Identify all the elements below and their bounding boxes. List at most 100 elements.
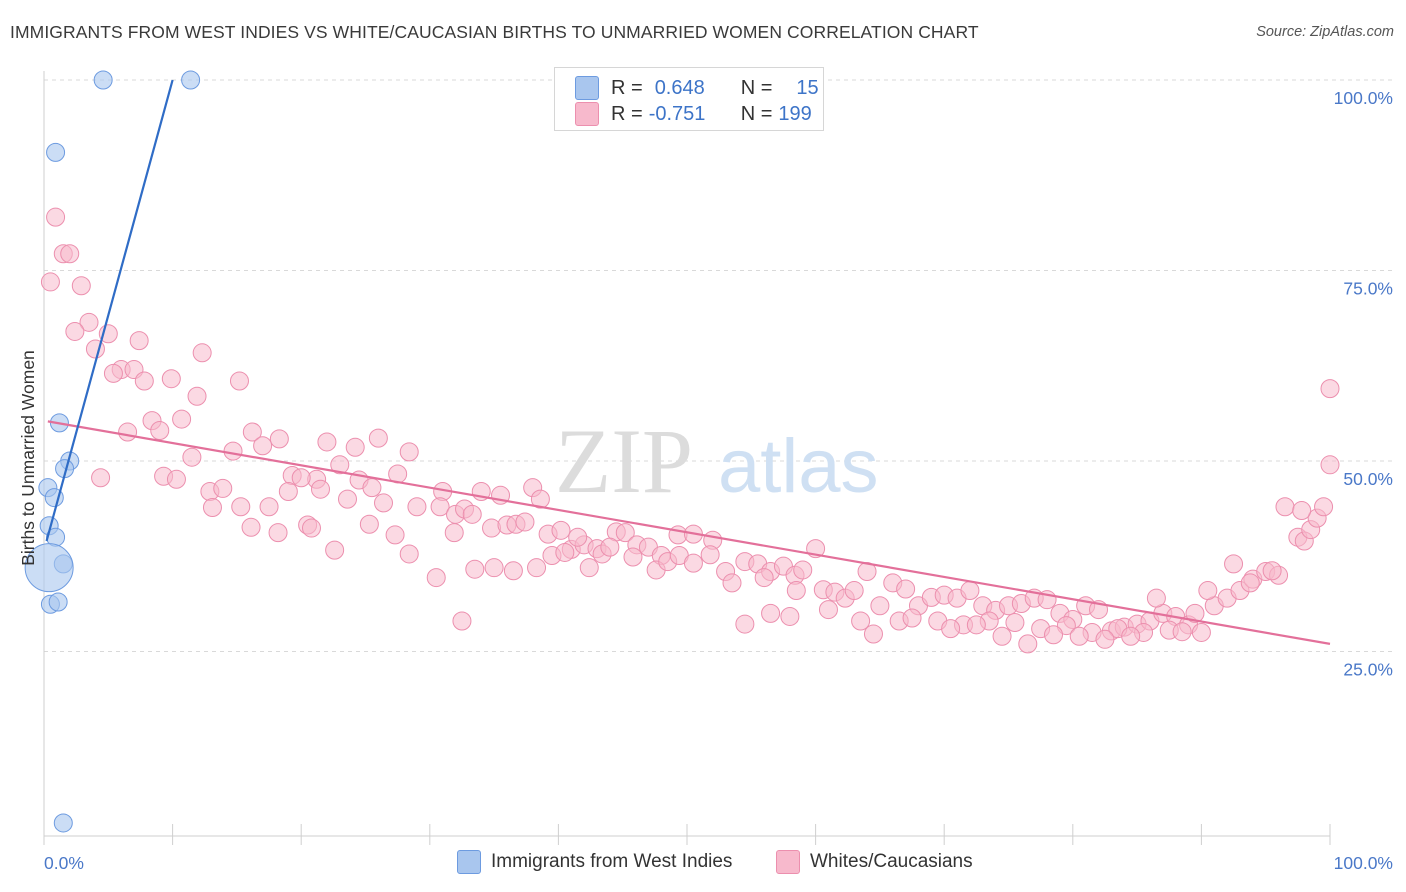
data-point-whites xyxy=(430,497,450,517)
data-point-whites xyxy=(555,542,575,562)
data-point-whites xyxy=(683,553,703,573)
data-point-whites xyxy=(345,437,365,457)
legend-r-value: 0.648 xyxy=(654,76,705,99)
data-point-whites xyxy=(851,611,871,631)
data-point-whites xyxy=(241,517,261,537)
data-point-whites xyxy=(269,429,289,449)
data-point-whites xyxy=(700,545,720,565)
data-point-whites xyxy=(735,614,755,634)
trend-lines xyxy=(45,79,1331,645)
watermark-atlas: atlas xyxy=(718,424,879,509)
data-point-whites xyxy=(182,447,202,467)
data-point-west-indies xyxy=(93,70,113,90)
bottom-legend: Immigrants from West Indies Whites/Cauca… xyxy=(0,850,1406,878)
x-tick-label: 100.0% xyxy=(1334,853,1393,873)
trend-line-whites xyxy=(47,420,1331,645)
data-point-whites xyxy=(1185,603,1205,623)
data-point-whites xyxy=(1320,379,1340,399)
bottom-legend-item-west-indies: Immigrants from West Indies xyxy=(457,850,732,874)
legend-swatch-west-indies xyxy=(575,76,599,100)
legend-row-whites: R = -0.751 N = 199 xyxy=(575,102,812,126)
data-point-whites xyxy=(1121,626,1141,646)
legend-n-label: N = xyxy=(740,102,773,125)
data-point-whites xyxy=(374,493,394,513)
data-point-whites xyxy=(1018,634,1038,654)
data-point-whites xyxy=(161,369,181,389)
y-tick-label: 100.0% xyxy=(1334,88,1393,108)
data-point-whites xyxy=(79,312,99,332)
data-point-whites xyxy=(1320,455,1340,475)
axes xyxy=(43,71,1331,845)
data-point-whites xyxy=(242,422,262,442)
data-point-whites xyxy=(960,581,980,601)
data-point-whites xyxy=(482,518,502,538)
data-point-west-indies xyxy=(48,592,68,612)
data-point-whites xyxy=(818,600,838,620)
data-point-whites xyxy=(1172,622,1192,642)
data-point-whites xyxy=(71,276,91,296)
source-credit: Source: ZipAtlas.com xyxy=(1256,24,1394,40)
legend-n-value: 199 xyxy=(778,102,812,125)
data-point-whites xyxy=(229,371,249,391)
data-point-whites xyxy=(399,544,419,564)
data-point-whites xyxy=(187,386,207,406)
y-tick-label: 25.0% xyxy=(1343,660,1393,680)
data-point-whites xyxy=(527,558,547,578)
data-point-whites xyxy=(118,422,138,442)
data-point-whites xyxy=(1005,613,1025,633)
data-point-whites xyxy=(1095,629,1115,649)
data-point-whites xyxy=(46,207,66,227)
legend-row-west-indies: R = 0.648 N = 15 xyxy=(575,76,819,100)
legend-r-label: R = xyxy=(611,76,643,99)
data-point-whites xyxy=(1198,581,1218,601)
data-point-whites xyxy=(444,523,464,543)
data-point-whites xyxy=(1044,625,1064,645)
data-point-west-indies xyxy=(46,142,66,162)
bottom-legend-label: Whites/Caucasians xyxy=(810,851,973,872)
data-point-whites xyxy=(1240,573,1260,593)
data-point-whites xyxy=(1056,616,1076,636)
data-point-whites xyxy=(268,523,288,543)
data-point-whites xyxy=(213,478,233,498)
data-point-whites xyxy=(291,468,311,488)
y-tick-label: 75.0% xyxy=(1343,279,1393,299)
data-point-whites xyxy=(310,479,330,499)
data-point-whites xyxy=(992,626,1012,646)
data-point-whites xyxy=(870,596,890,616)
data-point-whites xyxy=(278,481,298,501)
bottom-legend-swatch-whites xyxy=(776,850,800,874)
data-point-whites xyxy=(761,603,781,623)
legend-n-value: 15 xyxy=(796,76,819,99)
data-point-west-indies xyxy=(181,70,201,90)
data-point-whites xyxy=(568,527,588,547)
data-point-whites xyxy=(896,579,916,599)
legend-swatch-whites xyxy=(575,102,599,126)
data-point-whites xyxy=(223,441,243,461)
data-point-whites xyxy=(941,619,961,639)
bottom-legend-item-whites: Whites/Caucasians xyxy=(776,850,973,874)
data-point-whites xyxy=(407,497,427,517)
data-point-west-indies xyxy=(24,543,74,593)
data-point-whites xyxy=(780,606,800,626)
data-point-whites xyxy=(60,244,80,264)
data-point-whites xyxy=(623,547,643,567)
data-point-whites xyxy=(600,537,620,557)
data-point-whites xyxy=(1292,501,1312,521)
data-point-whites xyxy=(515,512,535,532)
legend-r-label: R = xyxy=(611,102,643,125)
watermark: ZIP atlas xyxy=(555,410,879,512)
data-point-whites xyxy=(462,504,482,524)
data-point-whites xyxy=(399,442,419,462)
data-point-whites xyxy=(253,436,273,456)
data-point-whites xyxy=(1191,622,1211,642)
trend-line-west-indies xyxy=(45,79,174,542)
data-point-whites xyxy=(359,514,379,534)
legend-n-label: N = xyxy=(740,76,773,99)
y-tick-label: 50.0% xyxy=(1343,469,1393,489)
data-point-whites xyxy=(551,520,571,540)
legend-r-value: -0.751 xyxy=(648,102,706,125)
data-point-whites xyxy=(902,608,922,628)
data-point-whites xyxy=(844,581,864,601)
x-tick-label: 0.0% xyxy=(44,853,84,873)
